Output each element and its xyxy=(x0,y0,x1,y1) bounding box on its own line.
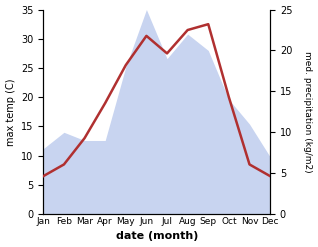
X-axis label: date (month): date (month) xyxy=(115,231,198,242)
Y-axis label: med. precipitation (kg/m2): med. precipitation (kg/m2) xyxy=(303,51,313,173)
Y-axis label: max temp (C): max temp (C) xyxy=(5,78,16,145)
